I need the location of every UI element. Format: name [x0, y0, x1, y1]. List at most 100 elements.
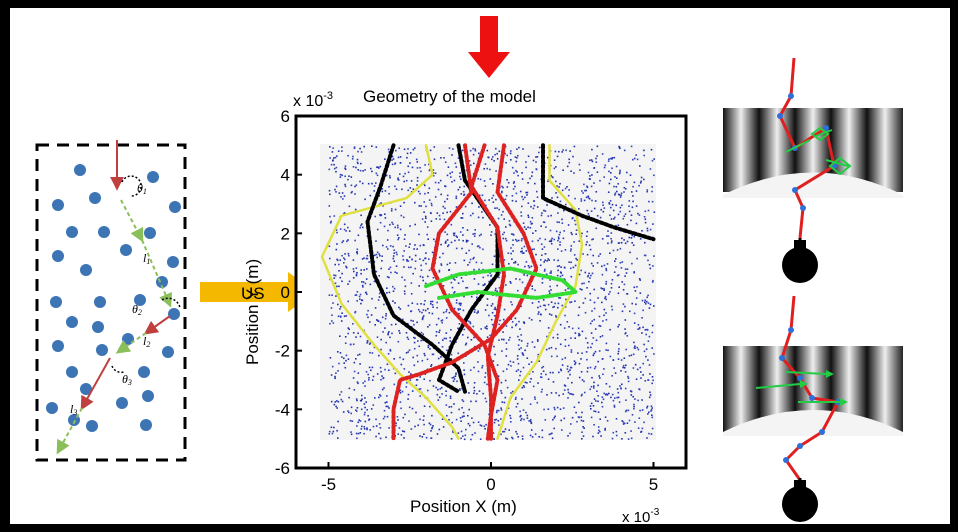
noise-point [521, 386, 524, 389]
noise-point [608, 293, 610, 295]
noise-point [403, 238, 406, 240]
noise-point [407, 398, 409, 400]
noise-point [419, 244, 422, 247]
noise-point [515, 200, 517, 203]
noise-point [403, 250, 405, 252]
noise-point [459, 389, 461, 392]
noise-point [589, 248, 592, 251]
noise-point [394, 208, 397, 211]
scatterer-dot [140, 419, 152, 431]
noise-point [477, 283, 480, 285]
noise-point [340, 398, 343, 401]
noise-point [470, 295, 473, 298]
noise-point [578, 401, 580, 404]
noise-point [514, 185, 516, 188]
noise-point [611, 279, 614, 281]
noise-point [461, 149, 464, 152]
noise-point [369, 283, 372, 286]
noise-point [573, 241, 575, 243]
noise-point [460, 430, 463, 433]
noise-point [428, 187, 431, 190]
noise-point [618, 343, 620, 345]
noise-point [455, 195, 458, 198]
noise-point [403, 266, 405, 268]
noise-point [410, 373, 412, 375]
noise-point [609, 328, 611, 331]
noise-point [357, 382, 359, 385]
noise-point [333, 167, 336, 170]
noise-point [616, 177, 618, 179]
noise-point [414, 337, 416, 339]
noise-point [336, 243, 338, 245]
noise-point [639, 182, 642, 184]
noise-point [387, 332, 389, 335]
noise-point [554, 302, 556, 305]
noise-point [601, 401, 603, 404]
noise-point [407, 304, 410, 307]
noise-point [446, 194, 449, 197]
noise-point [563, 327, 566, 329]
noise-point [423, 201, 425, 203]
noise-point [474, 232, 476, 235]
noise-point [463, 373, 466, 376]
noise-point [407, 260, 410, 262]
noise-point [581, 282, 583, 285]
noise-point [552, 336, 555, 339]
noise-point [446, 174, 449, 177]
noise-point [416, 167, 419, 169]
noise-point [490, 274, 493, 277]
noise-point [520, 211, 522, 214]
noise-point [373, 346, 376, 349]
noise-point [412, 148, 415, 151]
noise-point [512, 437, 514, 440]
noise-point [344, 175, 346, 178]
noise-point [473, 382, 476, 384]
noise-point [619, 385, 621, 387]
noise-point [587, 346, 589, 349]
chain-joint [783, 457, 789, 463]
noise-point [371, 366, 374, 369]
noise-point [589, 388, 591, 391]
noise-point [590, 159, 593, 161]
noise-point [510, 247, 512, 249]
noise-point [515, 160, 518, 163]
noise-point [572, 266, 575, 269]
noise-point [450, 241, 453, 244]
noise-point [399, 389, 402, 392]
noise-point [531, 240, 534, 243]
noise-point [405, 386, 408, 388]
noise-point [650, 148, 653, 151]
noise-point [634, 363, 637, 366]
noise-point [534, 433, 537, 435]
noise-point [629, 310, 631, 313]
noise-point [386, 363, 389, 366]
noise-point [597, 255, 600, 257]
noise-point [409, 162, 411, 164]
noise-point [472, 233, 474, 235]
noise-point [415, 158, 418, 161]
noise-point [450, 281, 453, 284]
noise-point [430, 202, 433, 205]
noise-point [334, 375, 336, 378]
noise-point [355, 267, 358, 269]
noise-point [452, 148, 454, 150]
noise-point [643, 216, 646, 218]
noise-point [438, 342, 440, 344]
noise-point [371, 352, 374, 354]
noise-point [420, 205, 422, 207]
noise-point [631, 242, 633, 244]
noise-point [540, 376, 543, 379]
noise-point [588, 198, 591, 200]
noise-point [383, 303, 385, 306]
noise-point [405, 179, 408, 182]
scatterer-dot [80, 383, 92, 395]
noise-point [592, 337, 595, 339]
noise-point [567, 391, 570, 394]
noise-point [635, 222, 638, 225]
noise-point [570, 231, 572, 234]
noise-point [568, 344, 570, 347]
noise-point [617, 274, 620, 276]
noise-point [612, 399, 615, 402]
noise-point [573, 145, 576, 148]
noise-point [478, 206, 480, 208]
